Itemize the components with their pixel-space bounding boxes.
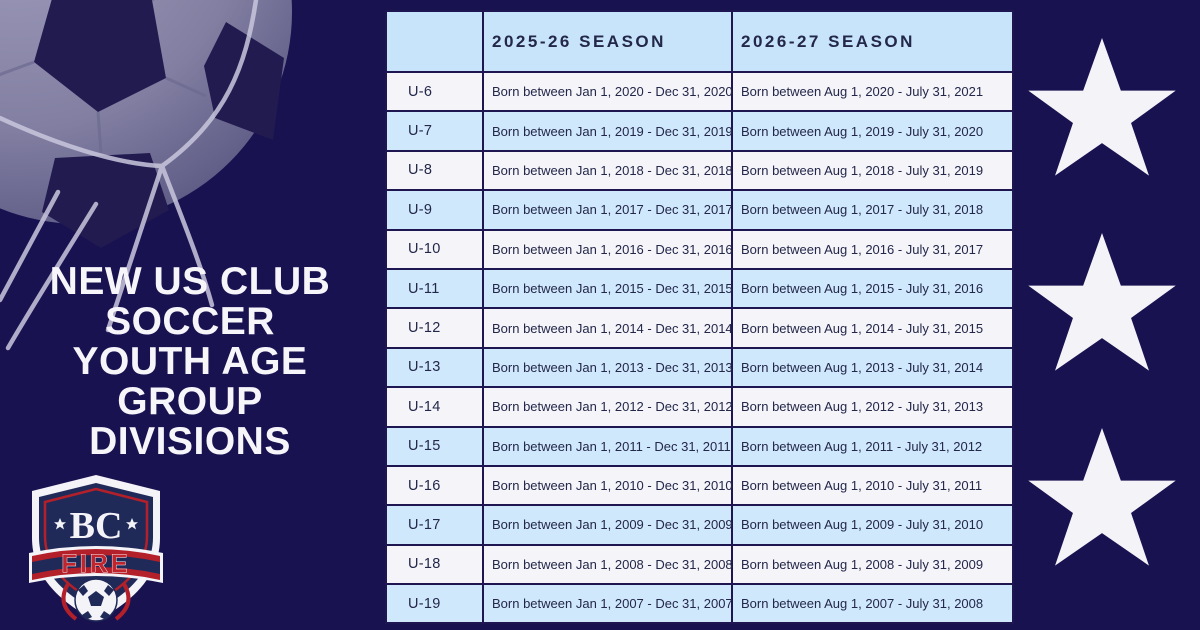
season1-cell: Born between Jan 1, 2011 - Dec 31, 2011 — [482, 425, 733, 467]
season2-cell: Born between Aug 1, 2020 - July 31, 2021 — [731, 70, 1014, 113]
table-row: U-15 Born between Jan 1, 2011 - Dec 31, 2… — [385, 425, 1014, 467]
season1-cell: Born between Jan 1, 2015 - Dec 31, 2015 — [482, 267, 733, 310]
table-row: U-18 Born between Jan 1, 2008 - Dec 31, 2… — [385, 543, 1014, 586]
season2-cell: Born between Aug 1, 2009 - July 31, 2010 — [731, 504, 1014, 546]
table-row: U-13 Born between Jan 1, 2013 - Dec 31, 2… — [385, 346, 1014, 389]
division-cell: U-11 — [385, 267, 484, 310]
table-row: U-17 Born between Jan 1, 2009 - Dec 31, 2… — [385, 504, 1014, 546]
division-cell: U-14 — [385, 386, 484, 428]
title-line: SOCCER — [105, 300, 275, 343]
division-cell: U-16 — [385, 464, 484, 507]
soccer-ball-image — [0, 0, 292, 351]
table-row: U-14 Born between Jan 1, 2012 - Dec 31, 2… — [385, 386, 1014, 428]
season1-cell: Born between Jan 1, 2010 - Dec 31, 2010 — [482, 464, 733, 507]
season2-cell: Born between Aug 1, 2013 - July 31, 2014 — [731, 346, 1014, 389]
division-cell: U-10 — [385, 228, 484, 270]
division-cell: U-17 — [385, 504, 484, 546]
season1-cell: Born between Jan 1, 2008 - Dec 31, 2008 — [482, 543, 733, 586]
division-cell: U-8 — [385, 149, 484, 192]
season1-cell: Born between Jan 1, 2018 - Dec 31, 2018 — [482, 149, 733, 192]
table-row: U-7 Born between Jan 1, 2019 - Dec 31, 20… — [385, 110, 1014, 152]
season2-cell: Born between Aug 1, 2011 - July 31, 2012 — [731, 425, 1014, 467]
table-row: U-19 Born between Jan 1, 2007 - Dec 31, 2… — [385, 583, 1014, 625]
division-cell: U-15 — [385, 425, 484, 467]
header-season-2026-27: 2026-27 SEASON — [731, 10, 1014, 73]
age-group-table: 2025-26 SEASON 2026-27 SEASON U-6 Born be… — [385, 10, 1014, 625]
season1-cell: Born between Jan 1, 2019 - Dec 31, 2019 — [482, 110, 733, 152]
star-icon — [1028, 428, 1176, 566]
season2-cell: Born between Aug 1, 2015 - July 31, 2016 — [731, 267, 1014, 310]
season2-cell: Born between Aug 1, 2016 - July 31, 2017 — [731, 228, 1014, 270]
season2-cell: Born between Aug 1, 2010 - July 31, 2011 — [731, 464, 1014, 507]
division-cell: U-9 — [385, 189, 484, 231]
title-line: NEW US CLUB — [49, 260, 331, 303]
division-cell: U-12 — [385, 307, 484, 349]
title-line: GROUP — [117, 380, 263, 423]
season2-cell: Born between Aug 1, 2019 - July 31, 2020 — [731, 110, 1014, 152]
season2-cell: Born between Aug 1, 2007 - July 31, 2008 — [731, 583, 1014, 625]
season1-cell: Born between Jan 1, 2013 - Dec 31, 2013 — [482, 346, 733, 389]
logo-soccer-ball-icon — [61, 578, 131, 622]
season2-cell: Born between Aug 1, 2012 - July 31, 2013 — [731, 386, 1014, 428]
season1-cell: Born between Jan 1, 2017 - Dec 31, 2017 — [482, 189, 733, 231]
table-row: U-16 Born between Jan 1, 2010 - Dec 31, 2… — [385, 464, 1014, 507]
season1-cell: Born between Jan 1, 2020 - Dec 31, 2020 — [482, 70, 733, 113]
table-header-row: 2025-26 SEASON 2026-27 SEASON — [385, 10, 1014, 73]
star-icon — [1028, 38, 1176, 176]
season2-cell: Born between Aug 1, 2017 - July 31, 2018 — [731, 189, 1014, 231]
bc-fire-logo: BC FIRE — [29, 475, 163, 622]
title-line: YOUTH AGE — [72, 340, 308, 383]
shield-star-icons — [54, 518, 138, 530]
title-line: DIVISIONS — [89, 420, 291, 463]
table-row: U-12 Born between Jan 1, 2014 - Dec 31, 2… — [385, 307, 1014, 349]
page-title: NEW US CLUB SOCCER YOUTH AGE GROUP DIVISIONS — [8, 262, 372, 462]
season1-cell: Born between Jan 1, 2012 - Dec 31, 2012 — [482, 386, 733, 428]
logo-monogram: BC — [70, 505, 123, 547]
division-cell: U-7 — [385, 110, 484, 152]
season1-cell: Born between Jan 1, 2014 - Dec 31, 2014 — [482, 307, 733, 349]
season1-cell: Born between Jan 1, 2016 - Dec 31, 2016 — [482, 228, 733, 270]
division-cell: U-6 — [385, 70, 484, 113]
stars-column — [1026, 38, 1178, 574]
season1-cell: Born between Jan 1, 2009 - Dec 31, 2009 — [482, 504, 733, 546]
table-row: U-9 Born between Jan 1, 2017 - Dec 31, 20… — [385, 189, 1014, 231]
division-cell: U-13 — [385, 346, 484, 389]
season2-cell: Born between Aug 1, 2018 - July 31, 2019 — [731, 149, 1014, 192]
table-row: U-11 Born between Jan 1, 2015 - Dec 31, 2… — [385, 267, 1014, 310]
header-season-2025-26: 2025-26 SEASON — [482, 10, 733, 73]
season2-cell: Born between Aug 1, 2008 - July 31, 2009 — [731, 543, 1014, 586]
header-empty-cell — [385, 10, 484, 73]
season1-cell: Born between Jan 1, 2007 - Dec 31, 2007 — [482, 583, 733, 625]
table-row: U-10 Born between Jan 1, 2016 - Dec 31, 2… — [385, 228, 1014, 270]
division-cell: U-19 — [385, 583, 484, 625]
star-icon — [1028, 233, 1176, 371]
season2-cell: Born between Aug 1, 2014 - July 31, 2015 — [731, 307, 1014, 349]
table-row: U-8 Born between Jan 1, 2018 - Dec 31, 20… — [385, 149, 1014, 192]
logo-word: FIRE — [62, 550, 131, 578]
age-table-body: U-6 Born between Jan 1, 2020 - Dec 31, 20… — [385, 70, 1014, 625]
table-row: U-6 Born between Jan 1, 2020 - Dec 31, 20… — [385, 70, 1014, 113]
division-cell: U-18 — [385, 543, 484, 586]
